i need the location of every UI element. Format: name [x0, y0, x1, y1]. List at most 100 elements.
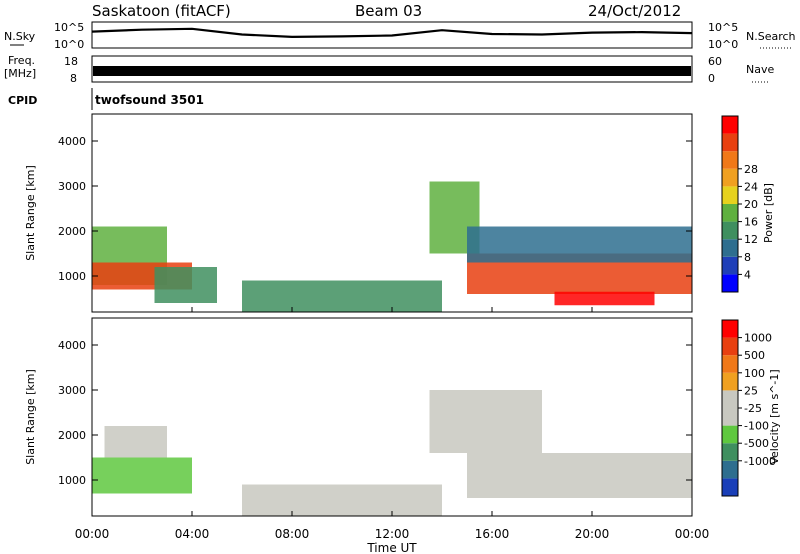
- colorbar-segment: [722, 337, 738, 356]
- power-y-axis: 1000 2000 3000 4000: [58, 135, 692, 283]
- nave-tick-bottom: 0: [708, 72, 715, 85]
- colorbar-segment: [722, 425, 738, 444]
- colorbar-segment: [722, 239, 738, 257]
- date-title: 24/Oct/2012: [588, 2, 681, 20]
- data-region: [554, 291, 655, 306]
- y-tick-label: 4000: [58, 135, 86, 148]
- time-tick-label: 08:00: [275, 527, 310, 541]
- nsearch-label: N.Search: [746, 30, 796, 43]
- nsky-series-line: [91, 27, 693, 39]
- nsky-label: N.Sky: [4, 30, 36, 43]
- colorbar-tick-label: 20: [744, 198, 758, 211]
- y-tick-label: 3000: [58, 180, 86, 193]
- colorbar-segment: [722, 478, 738, 496]
- velocity-y-axis: 1000 2000 3000 4000: [58, 339, 692, 487]
- freq-panel: Freq. [MHz] 18 8 60 0 Nave: [4, 54, 774, 85]
- time-axis: 00:00 04:00 08:00 12:00 16:00 20:00 00:00: [75, 307, 710, 541]
- y-tick-label: 2000: [58, 429, 86, 442]
- velocity-regions: [92, 390, 692, 516]
- colorbar-tick-label: 24: [744, 180, 758, 193]
- colorbar-tick-label: -25: [744, 402, 762, 415]
- station-title: Saskatoon (fitACF): [92, 2, 231, 20]
- nsearch-tick-bottom: 10^0: [708, 38, 738, 51]
- cpid-label: CPID: [8, 94, 37, 107]
- nsky-tick-top: 10^5: [54, 21, 84, 34]
- colorbar-segment: [722, 320, 738, 338]
- power-ylabel: Slant Range [km]: [24, 165, 37, 261]
- colorbar-segment: [722, 133, 738, 152]
- colorbar-segment: [722, 204, 738, 222]
- power-regions: [92, 181, 692, 312]
- colorbar-tick-label: 8: [744, 251, 751, 264]
- colorbar-tick-label: 4: [744, 268, 751, 281]
- colorbar-segment: [722, 168, 738, 187]
- colorbar-segment: [722, 186, 738, 204]
- velocity-colorbar: 1000 500 100 25 -25 -100 -500 -1000: [721, 319, 776, 497]
- y-tick-label: 3000: [58, 384, 86, 397]
- data-region: [467, 453, 692, 498]
- colorbar-segment: [722, 372, 738, 391]
- nsky-frame: [91, 21, 693, 49]
- nsearch-tick-top: 10^5: [708, 21, 738, 34]
- nave-tick-top: 60: [708, 55, 722, 68]
- velocity-panel: 1000 2000 3000 4000 Slant Range [km] 1000 50…: [24, 317, 781, 517]
- freq-series-band: [93, 66, 691, 76]
- time-tick-label: 12:00: [375, 527, 410, 541]
- cpid-value: twofsound 3501: [95, 93, 204, 107]
- y-tick-label: 2000: [58, 225, 86, 238]
- data-region: [154, 267, 217, 303]
- nsky-panel: N.Sky 10^5 10^0 10^5 10^0 N.Search: [4, 21, 796, 51]
- freq-tick-bottom: 8: [70, 72, 77, 85]
- colorbar-tick-label: 100: [744, 367, 765, 380]
- colorbar-segment: [722, 116, 738, 134]
- data-region: [429, 390, 542, 453]
- time-tick-label: 16:00: [475, 527, 510, 541]
- colorbar-segment: [722, 408, 738, 426]
- colorbar-tick-label: -100: [744, 420, 769, 433]
- colorbar-segment: [722, 274, 738, 292]
- data-region: [242, 280, 442, 312]
- freq-frame: [91, 55, 693, 83]
- colorbar-segment: [722, 151, 738, 169]
- time-axis-label: Time UT: [366, 541, 417, 554]
- colorbar-tick-label: -500: [744, 437, 769, 450]
- time-tick-label: 00:00: [675, 527, 710, 541]
- beam-title: Beam 03: [355, 2, 422, 20]
- colorbar-tick-label: 12: [744, 233, 758, 246]
- data-region: [242, 484, 442, 516]
- freq-unit-label: [MHz]: [4, 67, 36, 80]
- colorbar-segment: [722, 355, 738, 373]
- power-panel: 1000 2000 3000 4000 Slant Range [km] 4 8 12 16…: [24, 113, 775, 313]
- colorbar-tick-label: 28: [744, 163, 758, 176]
- freq-label: Freq.: [8, 54, 35, 67]
- velocity-ylabel: Slant Range [km]: [24, 369, 37, 465]
- colorbar-segment: [722, 256, 738, 275]
- data-region: [104, 426, 167, 458]
- cpid-panel: CPID twofsound 3501: [8, 88, 204, 110]
- colorbar-tick-label: 25: [744, 384, 758, 397]
- time-tick-label: 00:00: [75, 527, 110, 541]
- data-region: [467, 226, 692, 263]
- nsky-tick-bottom: 10^0: [54, 38, 84, 51]
- colorbar-tick-label: -1000: [744, 455, 776, 468]
- freq-tick-top: 18: [64, 55, 78, 68]
- colorbar-tick-label: 16: [744, 216, 758, 229]
- nave-label: Nave: [746, 63, 774, 76]
- y-tick-label: 4000: [58, 339, 86, 352]
- colorbar-segment: [722, 221, 738, 240]
- colorbar-segment: [722, 390, 738, 408]
- data-region: [92, 457, 192, 494]
- y-tick-label: 1000: [58, 474, 86, 487]
- colorbar-segment: [722, 443, 738, 461]
- power-colorbar: 4 8 12 16 20 24 28: [721, 115, 758, 293]
- colorbar-tick-label: 500: [744, 349, 765, 362]
- power-colorbar-label: Power [dB]: [762, 183, 775, 243]
- velocity-colorbar-label: Velocity [m s^-1]: [768, 369, 781, 464]
- colorbar-segment: [722, 460, 738, 479]
- time-tick-label: 04:00: [175, 527, 210, 541]
- y-tick-label: 1000: [58, 270, 86, 283]
- colorbar-tick-label: 1000: [744, 332, 772, 345]
- time-tick-label: 20:00: [575, 527, 610, 541]
